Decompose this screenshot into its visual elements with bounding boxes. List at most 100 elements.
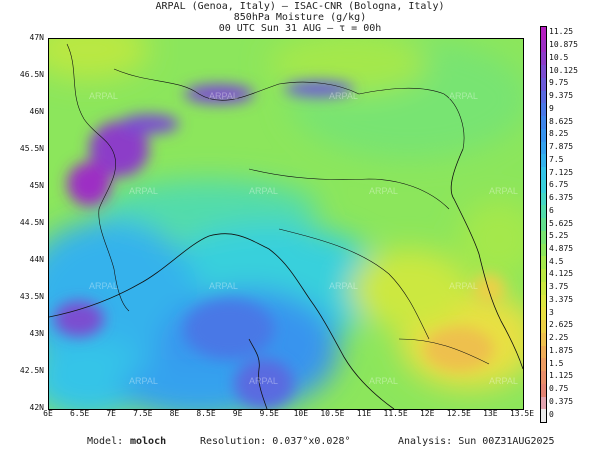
colorbar-segment xyxy=(541,230,546,245)
colorbar-label: 4.125 xyxy=(549,269,574,279)
colorbar-label: 6.375 xyxy=(549,193,574,203)
colorbar-segment xyxy=(541,383,546,397)
colorbar-segment xyxy=(541,345,546,359)
lat-tick-label: 43N xyxy=(29,329,44,338)
lon-tick-label: 12.5E xyxy=(446,409,471,418)
colorbar-label: 9 xyxy=(549,103,554,113)
colorbar-segment xyxy=(541,396,546,410)
colorbar-label: 4.5 xyxy=(549,256,564,266)
watermark-text: ARPAL xyxy=(209,91,238,101)
colorbar-label: 0.75 xyxy=(549,384,569,394)
watermark-text: ARPAL xyxy=(449,281,478,291)
colorbar-label: 3.75 xyxy=(549,282,569,292)
lon-tick-label: 6E xyxy=(43,409,53,418)
colorbar-label: 9.375 xyxy=(549,91,574,101)
colorbar-label: 1.875 xyxy=(549,345,574,355)
lat-tick-label: 43.5N xyxy=(19,292,44,301)
colorbar xyxy=(540,26,547,423)
watermark-text: ARPAL xyxy=(209,281,238,291)
colorbar-label: 5.25 xyxy=(549,231,569,241)
colorbar-label: 8.625 xyxy=(549,116,574,126)
lon-tick-label: 10E xyxy=(293,409,309,418)
model-label: Model: xyxy=(87,436,124,447)
colorbar-segment xyxy=(541,243,546,257)
watermark-text: ARPAL xyxy=(89,91,118,101)
watermark-text: ARPAL xyxy=(369,376,398,386)
colorbar-label: 2.625 xyxy=(549,320,574,330)
header-time: 00 UTC Sun 31 AUG — τ = 00h xyxy=(218,23,382,34)
lat-tick-label: 45N xyxy=(29,181,44,190)
lat-tick-label: 47N xyxy=(29,33,44,42)
lon-tick-label: 13.5E xyxy=(509,409,535,418)
colorbar-segment xyxy=(541,332,546,347)
watermark-text: ARPAL xyxy=(249,376,278,386)
colorbar-segment xyxy=(541,154,546,168)
watermark-layer: ARPAL ARPAL ARPAL ARPAL ARPAL ARPAL ARPAL ARPAL… xyxy=(89,91,518,386)
lat-tick-label: 46.5N xyxy=(19,70,44,79)
colorbar-segment xyxy=(541,27,546,41)
lat-tick-label: 44N xyxy=(29,255,44,264)
lat-tick-label: 42N xyxy=(29,403,44,412)
lon-tick-label: 7E xyxy=(106,409,117,418)
lon-tick-label: 8E xyxy=(169,409,180,418)
lon-tick-label: 13E xyxy=(483,409,498,418)
watermark-text: ARPAL xyxy=(249,186,278,196)
colorbar-segment xyxy=(541,409,546,423)
colorbar-segment xyxy=(541,281,546,296)
colorbar-label: 3.375 xyxy=(549,294,574,304)
colorbar-segment xyxy=(541,167,546,181)
lon-tick-label: 9.5E xyxy=(259,409,279,418)
colorbar-label: 5.625 xyxy=(549,218,574,228)
colorbar-label: 10.5 xyxy=(549,52,569,62)
colorbar-segment xyxy=(541,205,546,219)
colorbar-segment xyxy=(541,39,546,53)
colorbar-label: 11.25 xyxy=(549,27,574,37)
lon-tick-label: 6.5E xyxy=(69,409,90,418)
watermark-text: ARPAL xyxy=(89,281,118,291)
watermark-text: ARPAL xyxy=(329,281,358,291)
colorbar-label: 7.875 xyxy=(549,142,574,152)
colorbar-label: 6 xyxy=(549,205,554,215)
analysis-text: Analysis: Sun 00Z31AUG2025 xyxy=(398,436,555,447)
watermark-text: ARPAL xyxy=(449,91,478,101)
colorbar-segment xyxy=(541,128,546,143)
colorbar-label: 4.875 xyxy=(549,243,574,253)
resolution-text: Resolution: 0.037°x0.028° xyxy=(200,436,351,447)
lon-tick-label: 9E xyxy=(232,409,243,418)
colorbar-label: 10.875 xyxy=(549,40,578,50)
watermark-text: ARPAL xyxy=(489,186,518,196)
colorbar-segment xyxy=(541,116,546,130)
colorbar-segment xyxy=(541,90,546,104)
colorbar-label: 1.5 xyxy=(549,358,564,368)
colorbar-segment xyxy=(541,52,546,66)
lon-tick-label: 7.5E xyxy=(133,409,153,418)
header-title: ARPAL (Genoa, Italy) — ISAC-CNR (Bologna… xyxy=(155,1,445,12)
model-name: moloch xyxy=(130,436,167,447)
header-variable: 850hPa Moisture (g/kg) xyxy=(233,12,367,23)
colorbar-label: 3 xyxy=(549,307,554,317)
colorbar-segment xyxy=(541,141,546,155)
colorbar-label: 0 xyxy=(549,409,554,419)
colorbar-segment xyxy=(541,179,546,194)
lat-tick-label: 44.5N xyxy=(19,218,44,227)
watermark-text: ARPAL xyxy=(129,376,158,386)
colorbar-segment xyxy=(541,307,546,321)
colorbar-segment xyxy=(541,65,546,79)
lon-tick-label: 11E xyxy=(356,409,372,418)
watermark-text: ARPAL xyxy=(329,91,358,101)
colorbar-label: 7.5 xyxy=(549,154,564,164)
colorbar-segment xyxy=(541,192,546,206)
colorbar-segment xyxy=(541,320,546,334)
watermark-text: ARPAL xyxy=(369,186,398,196)
colorbar-label: 10.125 xyxy=(549,65,578,75)
coastlines xyxy=(49,148,523,409)
colorbar-label: 8.25 xyxy=(549,129,569,139)
colorbar-segment xyxy=(541,256,546,270)
colorbar-segment xyxy=(541,294,546,308)
colorbar-segment xyxy=(541,218,546,232)
colorbar-segment xyxy=(541,269,546,283)
lon-tick-label: 12E xyxy=(419,409,435,418)
colorbar-segment xyxy=(541,358,546,372)
watermark-text: ARPAL xyxy=(489,376,518,386)
lon-tick-label: 8.5E xyxy=(196,409,216,418)
